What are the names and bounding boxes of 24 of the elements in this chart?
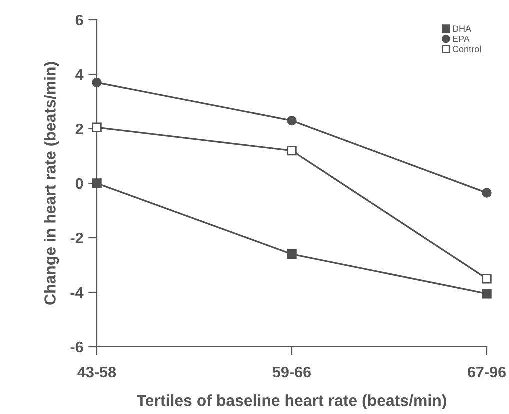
legend-label: DHA <box>453 26 472 32</box>
y-tick-label: -2 <box>70 232 84 244</box>
point <box>482 274 492 284</box>
point <box>287 146 297 156</box>
y-tick-label: 2 <box>76 124 84 135</box>
y-tick-label: 0 <box>76 178 84 190</box>
x-tick-label: 59-66 <box>272 366 311 378</box>
y-tick-label: -6 <box>70 342 84 353</box>
y-tick-label: 4 <box>76 70 84 80</box>
y-tick-label: 6 <box>76 14 84 26</box>
legend-label: EPA <box>453 36 470 42</box>
point <box>92 78 102 88</box>
point <box>482 289 492 299</box>
point <box>287 249 297 260</box>
x-axis-title: Tertiles of baseline heart rate (beats/min) <box>137 394 446 410</box>
point <box>92 122 102 132</box>
x-tick-label: 67-96 <box>468 366 506 378</box>
legend-label: Control <box>452 46 481 52</box>
point <box>287 116 297 126</box>
point <box>482 188 492 198</box>
y-tick-label: -4 <box>70 288 84 298</box>
point <box>92 178 102 188</box>
x-tick-label: 43-58 <box>78 366 116 378</box>
y-axis-title: Change in heart rate (beats/min) <box>44 62 60 305</box>
